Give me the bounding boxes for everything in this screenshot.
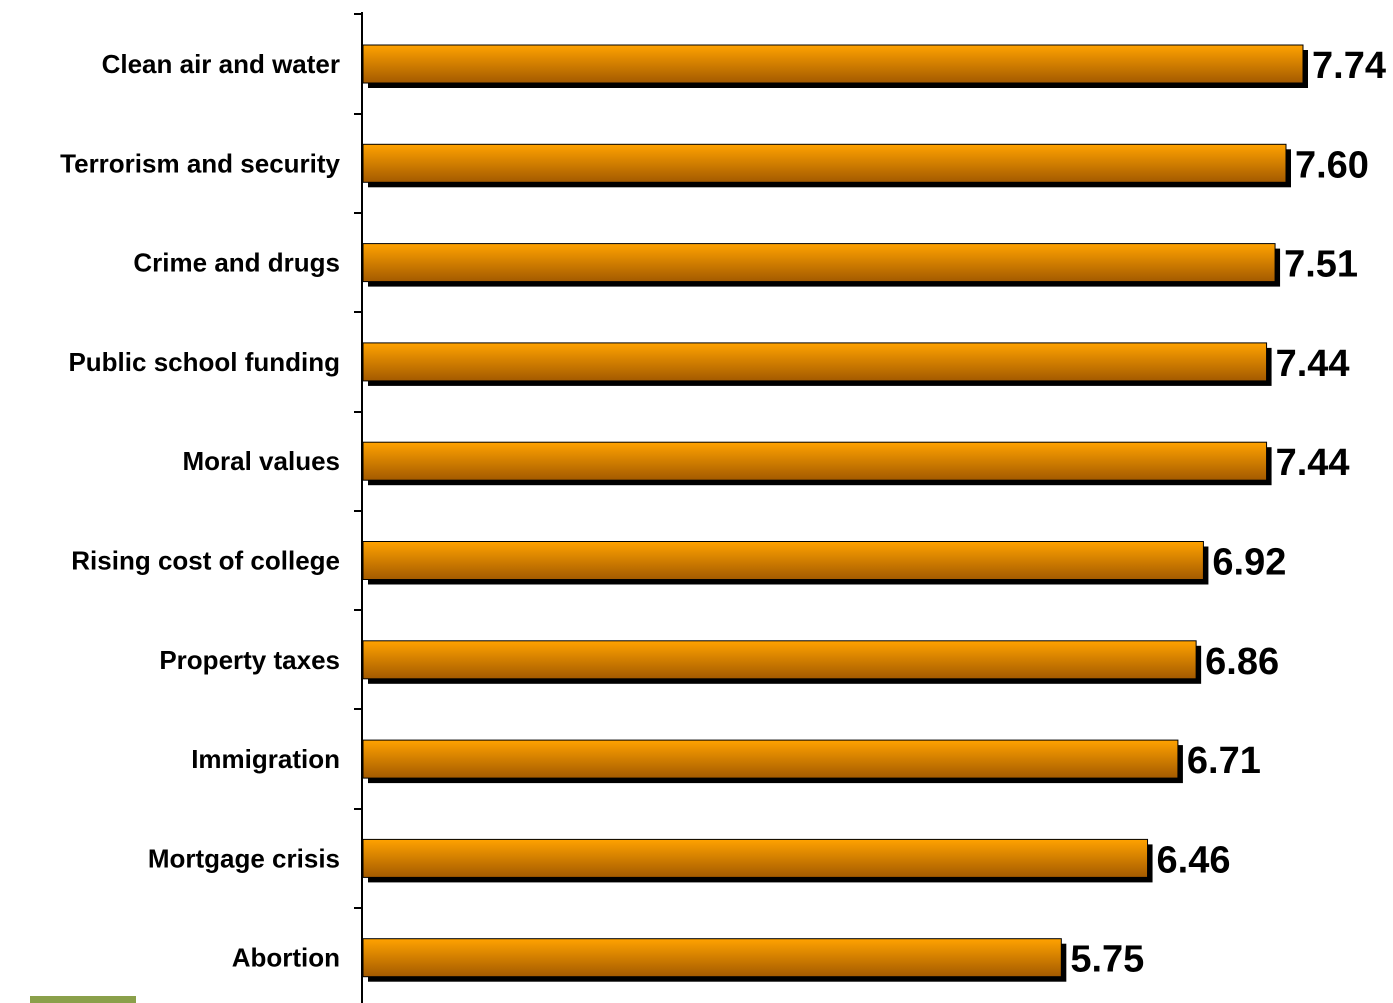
- bar: [362, 243, 1276, 283]
- bar: [362, 838, 1149, 878]
- bar: [362, 640, 1197, 680]
- bar: [362, 739, 1179, 779]
- value-label: 7.60: [1295, 144, 1369, 186]
- category-label: Clean air and water: [102, 49, 340, 79]
- bar: [362, 143, 1287, 183]
- bar: [362, 441, 1268, 481]
- value-label: 7.44: [1276, 343, 1350, 385]
- value-label: 6.46: [1157, 839, 1231, 881]
- category-labels: Clean air and water Terrorism and securit…: [60, 49, 340, 973]
- value-label: 6.92: [1212, 542, 1286, 584]
- category-label: Terrorism and security: [60, 148, 340, 178]
- value-labels: 7.74 7.60 7.51 7.44 7.44 6.92 6.86 6.71 6.46 5.75: [1070, 45, 1386, 981]
- category-label: Rising cost of college: [71, 546, 340, 576]
- bar: [362, 938, 1062, 978]
- category-label: Mortgage crisis: [148, 843, 340, 873]
- value-label: 6.71: [1187, 740, 1261, 782]
- value-label: 7.51: [1284, 244, 1358, 286]
- category-label: Crime and drugs: [133, 248, 340, 278]
- y-axis-ticks: [354, 13, 362, 909]
- category-label: Moral values: [182, 446, 340, 476]
- category-label: Public school funding: [68, 347, 340, 377]
- value-label: 7.74: [1312, 45, 1386, 87]
- category-label: Immigration: [191, 744, 340, 774]
- value-label: 6.86: [1205, 641, 1279, 683]
- category-label: Abortion: [232, 943, 340, 973]
- value-label: 7.44: [1276, 442, 1350, 484]
- bar: [362, 541, 1204, 580]
- bar: [362, 44, 1304, 84]
- bars: [362, 44, 1304, 978]
- corner-accent-mark: [30, 996, 136, 1003]
- category-label: Property taxes: [159, 645, 340, 675]
- value-label: 5.75: [1070, 939, 1144, 981]
- bar: [362, 342, 1268, 382]
